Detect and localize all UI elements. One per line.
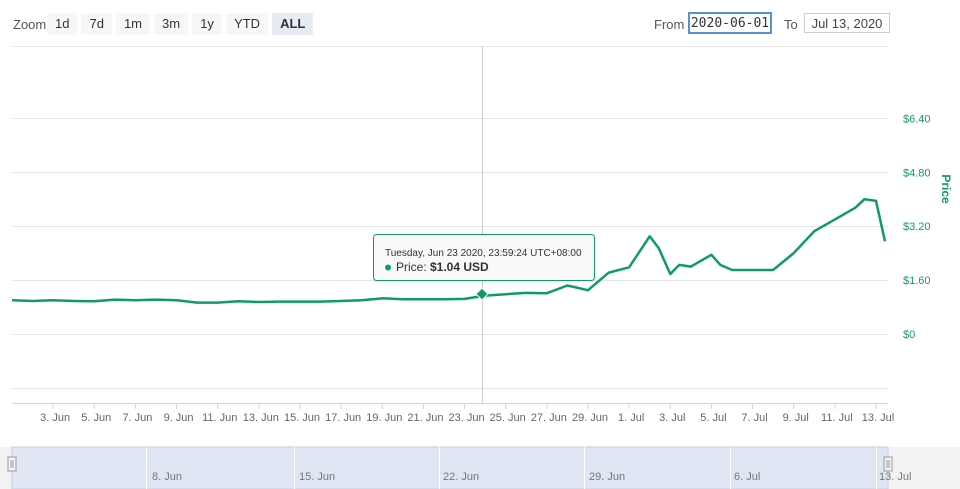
navigator-selected-range[interactable] bbox=[11, 446, 889, 489]
tooltip-series-label: Price: bbox=[396, 260, 427, 274]
zoom-label: Zoom bbox=[13, 17, 47, 32]
price-series-line[interactable] bbox=[11, 197, 887, 304]
tooltip-header: Tuesday, Jun 23 2020, 23:59:24 UTC+08:00 bbox=[385, 248, 582, 259]
x-tick-label: 3. Jul bbox=[659, 412, 685, 424]
x-tick-label: 9. Jul bbox=[783, 412, 809, 424]
navigator-label: 13. Jul bbox=[879, 471, 911, 483]
navigator-separators bbox=[146, 447, 877, 489]
y-tick-label: $6.40 bbox=[903, 113, 931, 125]
navigator-labels: 8. Jun 15. Jun 22. Jun 29. Jun 6. Jul 13… bbox=[152, 471, 911, 483]
x-tick-label: 15. Jun bbox=[284, 412, 320, 424]
zoom-3m-button[interactable]: 3m bbox=[154, 13, 189, 35]
from-date-input[interactable]: 2020-06-01 bbox=[688, 12, 772, 34]
navigator-label: 29. Jun bbox=[589, 471, 625, 483]
from-label: From bbox=[654, 17, 685, 32]
y-tick-label: $0 bbox=[903, 329, 915, 341]
y-tick-label: $4.80 bbox=[903, 167, 931, 179]
navigator-label: 22. Jun bbox=[443, 471, 479, 483]
x-tick-label: 29. Jun bbox=[572, 412, 608, 424]
navigator-label: 6. Jul bbox=[734, 471, 760, 483]
y-axis-labels: $0 $1.60 $3.20 $4.80 $6.40 bbox=[903, 113, 931, 341]
to-label: To bbox=[784, 17, 798, 32]
x-tick-label: 11. Jul bbox=[821, 412, 853, 424]
gridlines bbox=[12, 46, 888, 389]
y-tick-label: $1.60 bbox=[903, 275, 931, 287]
x-tick-label: 13. Jun bbox=[243, 412, 279, 424]
tooltip-value: $1.04 USD bbox=[430, 260, 489, 274]
x-tick-label: 19. Jun bbox=[366, 412, 402, 424]
zoom-1d-button[interactable]: 1d bbox=[47, 13, 78, 35]
zoom-7d-button[interactable]: 7d bbox=[81, 13, 112, 35]
x-tick-label: 27. Jun bbox=[531, 412, 567, 424]
zoom-all-button[interactable]: ALL bbox=[272, 13, 314, 35]
navigator-label: 15. Jun bbox=[299, 471, 335, 483]
zoom-ytd-button[interactable]: YTD bbox=[226, 13, 269, 35]
tooltip-series-dot bbox=[385, 264, 391, 271]
hover-point-marker bbox=[475, 287, 489, 301]
x-tick-label: 5. Jun bbox=[81, 412, 111, 424]
navigator-handle-left-grip[interactable] bbox=[7, 456, 17, 472]
x-axis-ticks bbox=[52, 403, 877, 409]
x-tick-label: 7. Jun bbox=[122, 412, 152, 424]
navigator-handle-right[interactable] bbox=[883, 456, 893, 472]
x-tick-label: 23. Jun bbox=[449, 412, 485, 424]
x-tick-label: 5. Jul bbox=[700, 412, 726, 424]
price-series-points bbox=[11, 199, 886, 303]
to-date-input[interactable]: Jul 13, 2020 bbox=[804, 13, 890, 33]
x-tick-label: 11. Jun bbox=[202, 412, 237, 424]
x-axis-labels: 3. Jun 5. Jun 7. Jun 9. Jun 11. Jun 13. Jun 15… bbox=[40, 412, 894, 424]
range-selector-toolbar: Zoom 1d 7d 1m 3m 1y YTD ALL From 2020-06… bbox=[0, 0, 960, 46]
zoom-1m-button[interactable]: 1m bbox=[115, 13, 150, 35]
x-tick-label: 1. Jul bbox=[618, 412, 644, 424]
x-tick-label: 3. Jun bbox=[40, 412, 70, 424]
x-tick-label: 21. Jun bbox=[407, 412, 443, 424]
tooltip: Tuesday, Jun 23 2020, 23:59:24 UTC+08:00… bbox=[373, 234, 595, 281]
x-tick-label: 9. Jun bbox=[164, 412, 194, 424]
x-tick-label: 25. Jun bbox=[490, 412, 526, 424]
tooltip-box bbox=[373, 234, 595, 281]
x-tick-label: 7. Jul bbox=[741, 412, 767, 424]
navigator-label: 8. Jun bbox=[152, 471, 182, 483]
zoom-button-group: 1d 7d 1m 3m 1y YTD ALL bbox=[47, 13, 314, 35]
x-tick-label: 13. Jul bbox=[862, 412, 894, 424]
navigator-handle-left[interactable] bbox=[7, 456, 17, 472]
y-tick-label: $3.20 bbox=[903, 221, 931, 233]
y-axis-title: Price bbox=[939, 174, 953, 204]
navigator-handle-right-grip[interactable] bbox=[883, 456, 893, 472]
zoom-1y-button[interactable]: 1y bbox=[192, 13, 223, 35]
x-tick-label: 17. Jun bbox=[325, 412, 361, 424]
